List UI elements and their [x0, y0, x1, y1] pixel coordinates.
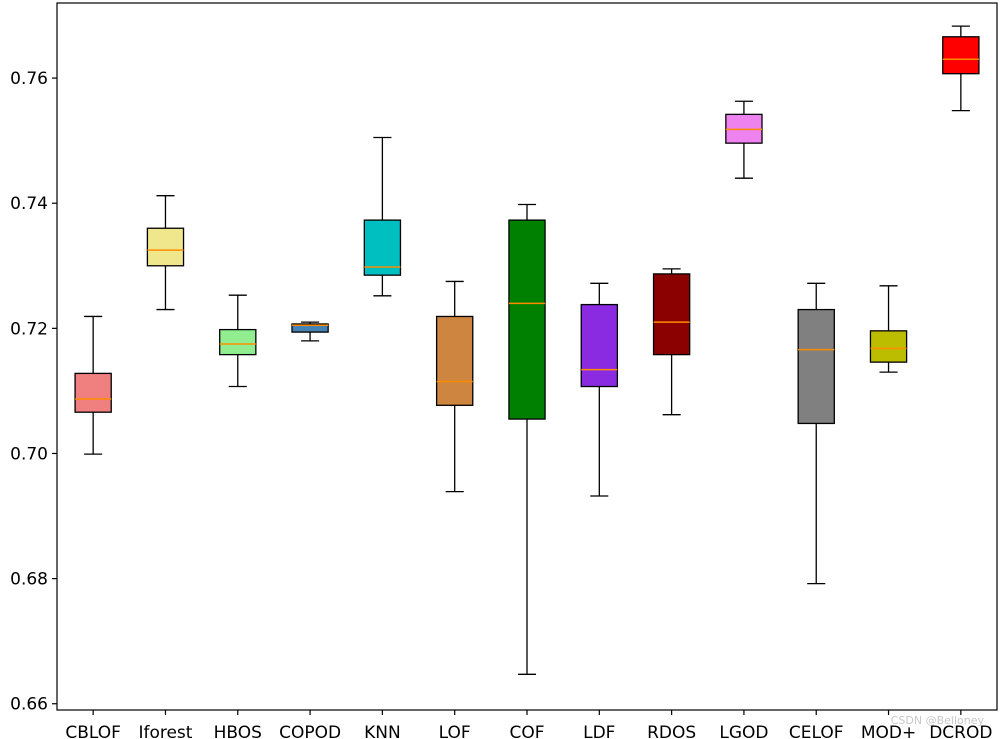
x-tick-label: CELOF	[789, 723, 844, 739]
x-tick-label: COF	[509, 723, 544, 739]
y-tick-label: 0.68	[10, 570, 48, 590]
y-tick-label: 0.76	[10, 69, 48, 89]
y-tick-label: 0.74	[10, 194, 48, 214]
axes: 0.66 0.68 0.70 0.72 0.74 0.76 CBLOF Iforest HBOS…	[10, 2, 998, 739]
y-tick-label: 0.72	[10, 319, 48, 339]
box-rdos	[652, 268, 691, 416]
iqr-box-ldf	[580, 303, 619, 388]
watermark-text: CSDN @Belloney	[890, 714, 984, 727]
x-tick-label: DCROD	[929, 723, 992, 739]
x-tick-label: LDF	[583, 723, 615, 739]
box-cof	[508, 203, 546, 675]
iqr-box-lof	[435, 315, 474, 406]
box-celof	[797, 282, 835, 585]
iqr-box-dcrod	[942, 36, 980, 75]
box-hbos	[219, 294, 257, 388]
box-mod	[869, 285, 908, 373]
iqr-box-knn	[363, 219, 402, 276]
x-tick-label: COPOD	[279, 723, 341, 739]
box-lgod	[725, 100, 763, 179]
box-dcrod	[942, 25, 980, 112]
box-cblof	[74, 315, 112, 455]
box-lof	[435, 280, 474, 493]
iqr-box-copod	[291, 323, 329, 333]
x-tick-label: LGOD	[719, 723, 768, 739]
iqr-box-cblof	[74, 372, 112, 413]
iqr-box-celof	[797, 308, 835, 425]
box-knn	[363, 136, 402, 297]
iqr-box-mod	[869, 330, 908, 363]
box-copod	[291, 321, 329, 342]
y-tick-label: 0.70	[10, 444, 48, 464]
x-tick-label: LOF	[439, 723, 471, 739]
x-tick-label: KNN	[364, 723, 401, 739]
x-tick-label: HBOS	[214, 723, 262, 739]
x-tick-label: Iforest	[138, 723, 192, 739]
iqr-box-cof	[508, 219, 546, 420]
x-tick-label: MOD+	[861, 723, 916, 739]
iqr-box-hbos	[219, 328, 257, 356]
iqr-box-iforest	[146, 227, 185, 267]
plot-area	[74, 25, 980, 675]
x-tick-label: RDOS	[647, 723, 696, 739]
box-iforest	[146, 195, 185, 311]
box-ldf	[580, 282, 619, 497]
x-tick-label: CBLOF	[65, 723, 121, 739]
iqr-box-rdos	[652, 273, 691, 356]
y-tick-label: 0.66	[10, 695, 48, 715]
